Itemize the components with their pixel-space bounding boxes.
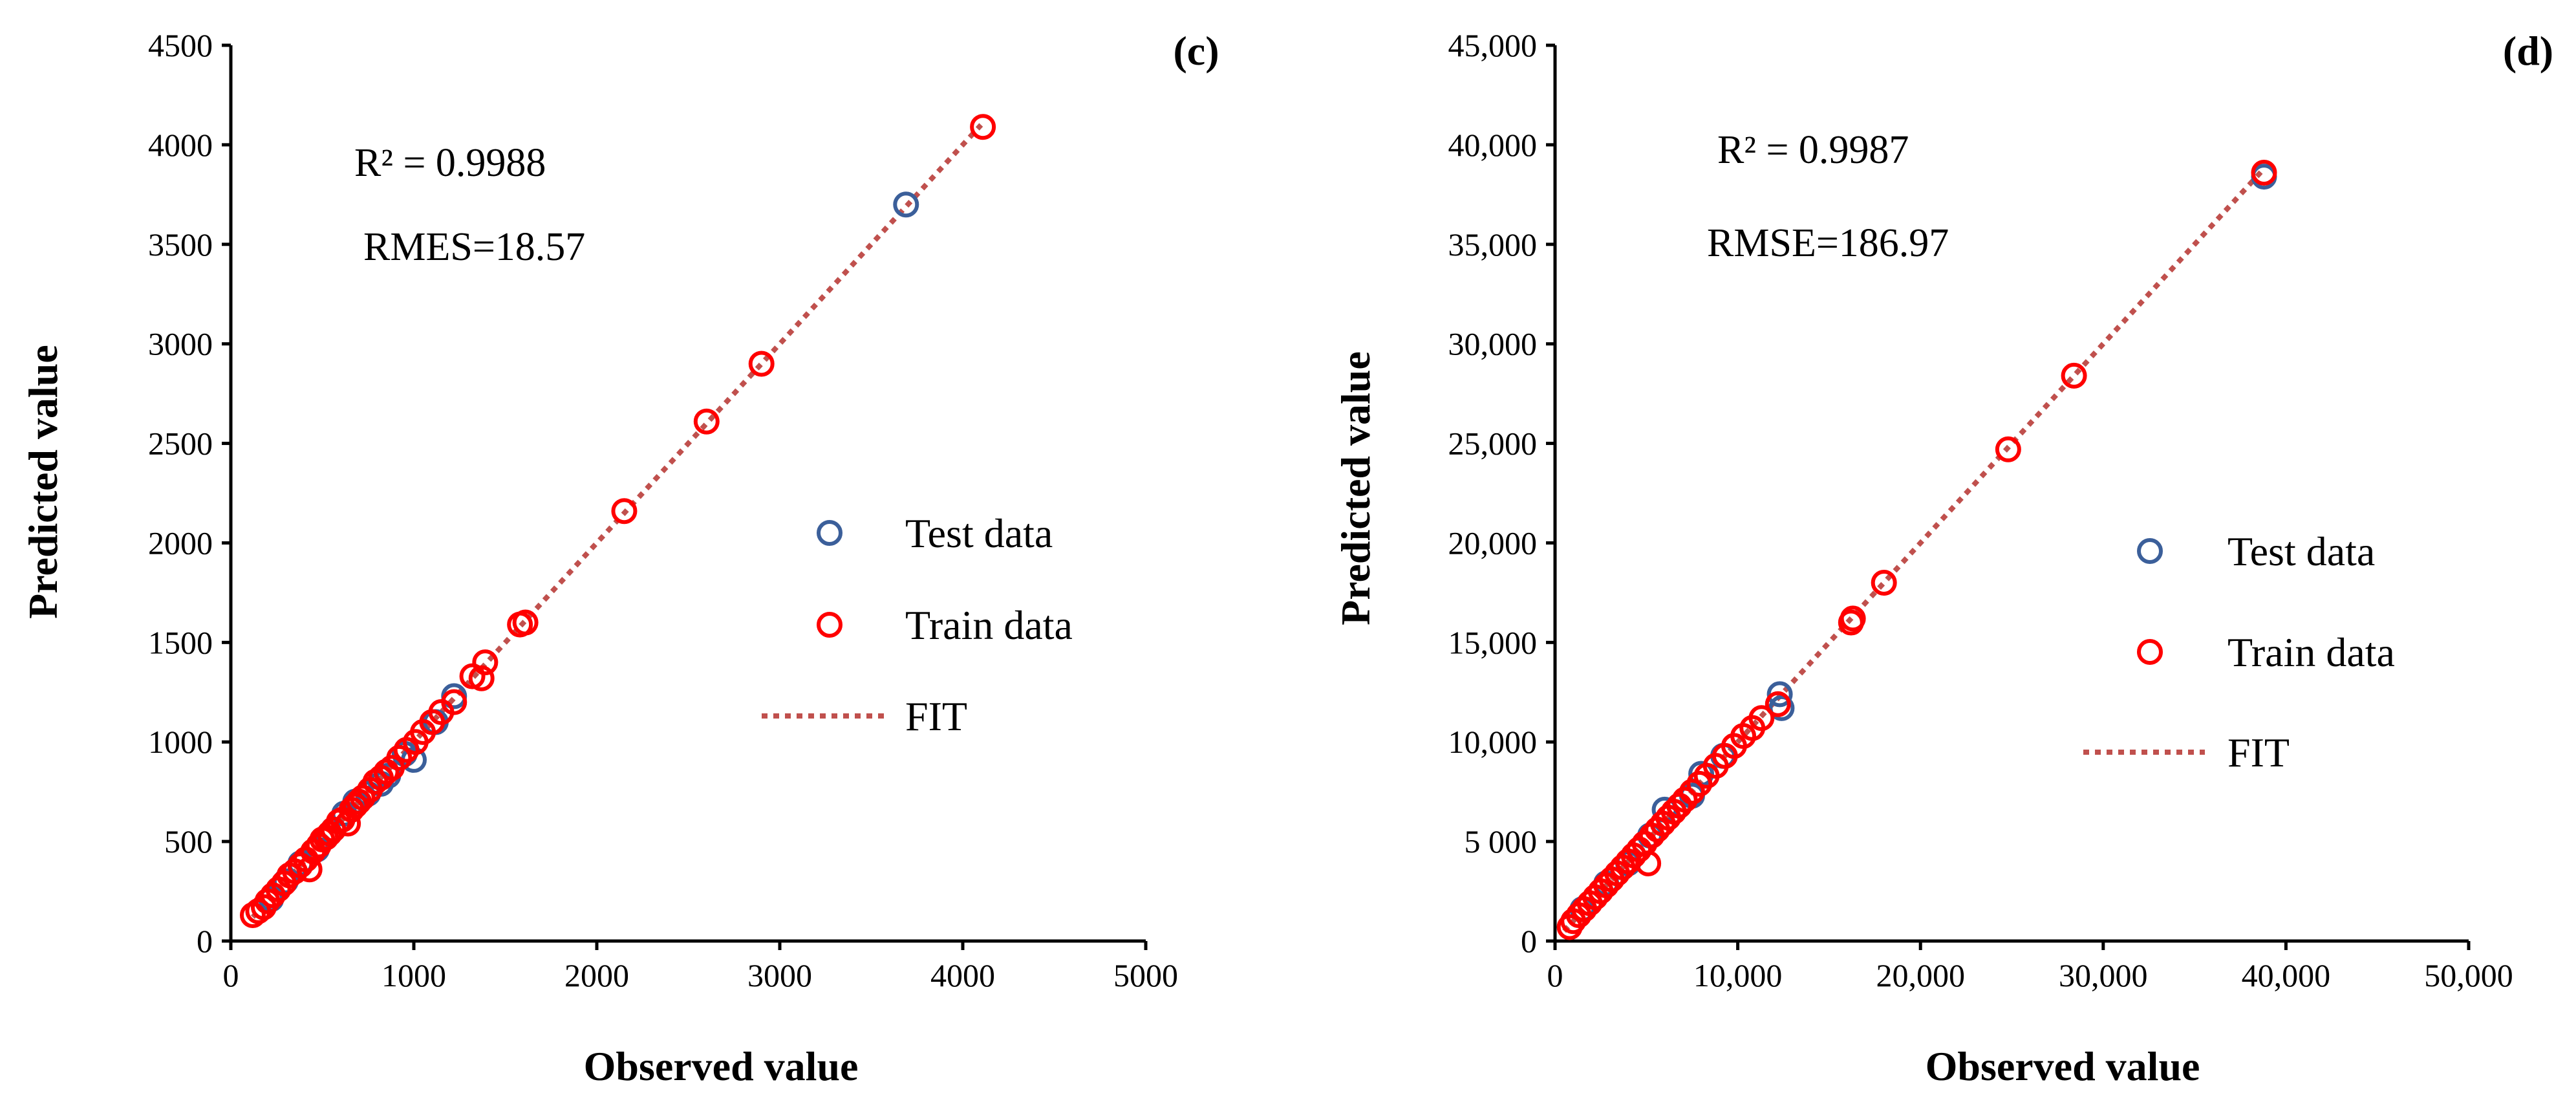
train-data-point — [1765, 691, 1791, 717]
y-axis-title-c: Predicted value — [20, 345, 66, 619]
y-tick-label: 0 — [197, 923, 213, 959]
y-tick-label: 2000 — [148, 525, 213, 561]
y-tick-label: 4500 — [148, 27, 213, 63]
y-tick-label: 45,000 — [1448, 27, 1538, 63]
panel-label-c: (c) — [1173, 28, 1219, 74]
legend-test-marker-c — [817, 520, 843, 546]
train-data-point — [2061, 362, 2087, 389]
y-tick-label: 35,000 — [1448, 226, 1538, 263]
y-tick-label: 15,000 — [1448, 624, 1538, 660]
x-tick-label: 5000 — [1113, 957, 1178, 993]
y-tick-label: 2500 — [148, 426, 213, 462]
train-data-point — [693, 408, 720, 435]
test-data-point — [1766, 681, 1793, 708]
x-ticks-c: 0 1000 2000 3000 4000 5000 — [223, 941, 1178, 993]
x-tick-label: 1000 — [381, 957, 446, 993]
y-tick-label: 30,000 — [1448, 326, 1538, 362]
x-tick-label: 0 — [1547, 957, 1563, 993]
plot-area-d: 0 10,000 20,000 30,000 40,000 50,000 0 5 000 10… — [1448, 27, 2513, 993]
y-ticks-d: 0 5 000 10,000 15,000 20,000 25,000 30,000 35,0… — [1448, 27, 1555, 959]
legend-d: Test data Train data FIT — [2083, 528, 2395, 775]
train-data-point — [386, 744, 413, 771]
train-data-point — [349, 785, 376, 811]
train-data-point — [313, 824, 339, 850]
legend-train-label-d: Train data — [2227, 629, 2395, 675]
train-data-point — [1995, 436, 2021, 462]
error-label-d: RMSE=186.97 — [1707, 221, 1949, 265]
x-tick-label: 4000 — [930, 957, 995, 993]
train-data-point — [1635, 850, 1662, 876]
train-data-point — [468, 665, 495, 691]
train-data-point — [1666, 792, 1693, 819]
y-ticks-c: 0 500 1000 1500 2000 2500 3000 3500 4000 4500 — [148, 27, 231, 959]
train-data-point — [373, 759, 400, 785]
train-data-points-c — [239, 114, 996, 928]
x-tick-label: 40,000 — [2242, 957, 2331, 993]
x-tick-label: 30,000 — [2059, 957, 2148, 993]
y-tick-label: 25,000 — [1448, 426, 1538, 462]
x-tick-label: 20,000 — [1876, 957, 1965, 993]
train-data-point — [342, 792, 369, 819]
y-tick-label: 1000 — [148, 724, 213, 760]
train-data-point — [512, 609, 539, 636]
r-squared-label-d: R² = 0.9987 — [1717, 128, 1909, 172]
legend-fit-label-c: FIT — [905, 693, 967, 739]
legend-test-label-d: Test data — [2227, 528, 2375, 574]
x-axis-title-c: Observed value — [584, 1043, 859, 1089]
train-data-point — [1686, 770, 1713, 797]
train-data-points-d — [1556, 159, 2277, 940]
x-tick-label: 2000 — [564, 957, 629, 993]
fit-line-d — [1562, 167, 2266, 933]
x-tick-label: 3000 — [747, 957, 812, 993]
error-label-c: RMES=18.57 — [363, 225, 585, 269]
y-tick-label: 0 — [1521, 923, 1537, 959]
train-data-point — [1748, 705, 1775, 731]
chart-panel-c: Predicted value Observed value (c) 0 1000… — [20, 27, 1219, 1089]
train-data-point — [748, 351, 775, 377]
legend-train-marker-c — [817, 612, 843, 638]
train-data-point — [441, 689, 467, 715]
legend-c: Test data Train data FIT — [762, 510, 1073, 739]
train-data-point — [611, 498, 638, 525]
y-tick-label: 3500 — [148, 226, 213, 263]
legend-test-marker-d — [2137, 538, 2163, 564]
y-tick-label: 4000 — [148, 127, 213, 163]
train-data-point — [1679, 779, 1705, 805]
x-tick-label: 10,000 — [1693, 957, 1783, 993]
legend-train-label-c: Train data — [905, 602, 1073, 648]
train-data-point — [1671, 786, 1698, 813]
y-axis-title-d: Predicted value — [1333, 351, 1379, 625]
panel-label-d: (d) — [2503, 28, 2553, 74]
test-data-point — [893, 191, 919, 218]
x-ticks-d: 0 10,000 20,000 30,000 40,000 50,000 — [1547, 941, 2513, 993]
train-data-point — [1871, 570, 1897, 596]
test-data-point — [1768, 695, 1795, 721]
y-tick-label: 500 — [164, 823, 213, 860]
y-tick-label: 1500 — [148, 624, 213, 660]
r-squared-label-c: R² = 0.9988 — [354, 141, 546, 185]
y-tick-label: 40,000 — [1448, 127, 1538, 163]
chart-panel-d: Predicted value Observed value (d) 0 10,0… — [1333, 27, 2553, 1089]
x-tick-label: 50,000 — [2424, 957, 2513, 993]
y-tick-label: 3000 — [148, 326, 213, 362]
train-data-point — [1840, 605, 1866, 632]
y-tick-label: 5 000 — [1465, 823, 1538, 860]
y-tick-label: 10,000 — [1448, 724, 1538, 760]
y-tick-label: 20,000 — [1448, 525, 1538, 561]
train-data-point — [2251, 159, 2277, 186]
legend-fit-label-d: FIT — [2227, 730, 2290, 775]
legend-test-label-c: Test data — [905, 510, 1053, 556]
train-data-point — [970, 114, 996, 140]
plot-area-c: 0 1000 2000 3000 4000 5000 0 500 1000 1500 2000 25… — [148, 27, 1178, 993]
train-data-point — [296, 856, 323, 883]
x-axis-title-d: Observed value — [1926, 1043, 2200, 1089]
train-data-point — [472, 649, 499, 676]
x-tick-label: 0 — [223, 957, 239, 993]
legend-train-marker-d — [2137, 639, 2163, 665]
